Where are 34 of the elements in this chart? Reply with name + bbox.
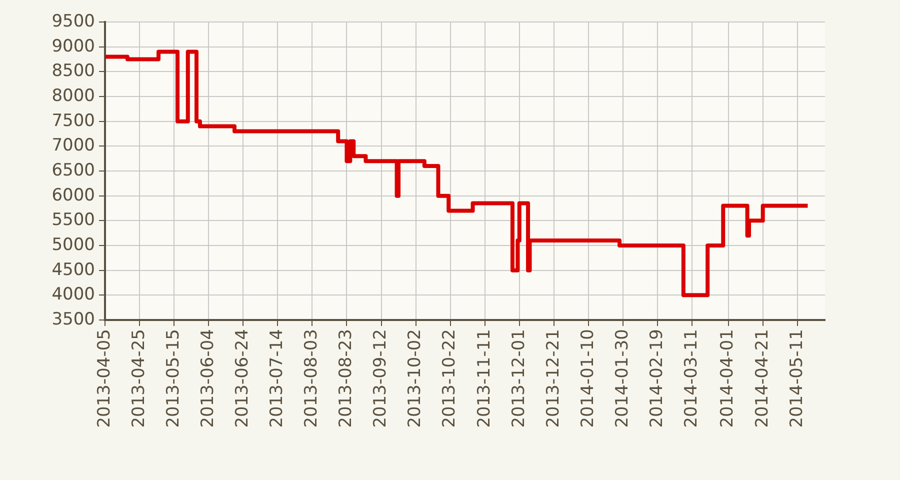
x-tick-label: 2013-08-23 [336,329,356,428]
y-tick-label: 7500 [52,110,95,131]
y-tick-label: 4000 [52,284,95,305]
x-tick-label: 2013-10-22 [440,329,460,428]
x-tick-label: 2013-04-05 [94,329,114,428]
y-tick-label: 9500 [52,11,95,32]
x-tick-label: 2014-04-21 [752,329,772,428]
x-tick-label: 2013-12-21 [543,329,564,428]
x-tick-label: 2014-03-11 [681,329,702,428]
y-tick-label: 8500 [52,61,95,82]
x-tick-label: 2013-12-01 [508,329,529,428]
y-tick-label: 9000 [52,36,95,56]
x-tick-label: 2013-05-15 [163,329,184,428]
x-tick-label: 2014-02-19 [646,329,667,428]
y-tick-label: 4500 [52,260,95,280]
x-tick-label: 2014-05-11 [786,329,807,428]
y-tick-label: 6000 [52,185,95,206]
x-tick-label: 2013-04-25 [128,329,149,428]
y-tick-label: 5000 [52,234,95,255]
x-tick-label: 2013-07-14 [267,329,288,428]
x-tick-label: 2014-04-01 [718,329,738,428]
y-tick-label: 5500 [52,210,95,230]
x-tick-label: 2014-01-30 [612,329,632,428]
y-tick-label: 7000 [52,136,95,156]
x-tick-label: 2013-08-03 [302,329,322,428]
x-tick-label: 2013-09-12 [370,329,391,428]
x-tick-label: 2014-01-10 [578,329,598,428]
x-tick-label: 2013-06-04 [198,329,218,428]
y-tick-label: 8000 [52,86,95,106]
x-tick-label: 2013-11-11 [474,329,494,428]
x-tick-label: 2013-10-02 [405,329,426,428]
y-tick-label: 3500 [52,309,95,330]
x-tick-label: 2013-06-24 [232,329,253,428]
y-tick-label: 6500 [52,160,95,180]
